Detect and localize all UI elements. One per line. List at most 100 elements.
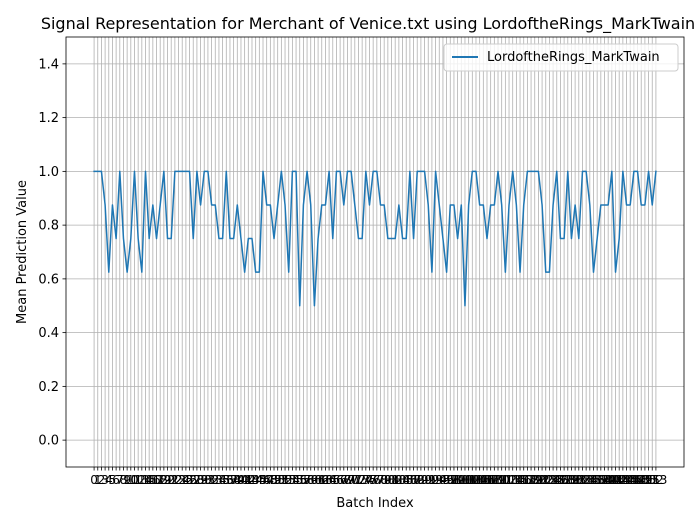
y-axis-label: Mean Prediction Value bbox=[15, 180, 30, 324]
x-tick-label: 16 bbox=[145, 473, 160, 487]
x-tick-label: 44 bbox=[248, 473, 263, 487]
y-tick-label: 0.4 bbox=[38, 326, 59, 341]
x-tick-label: 43 bbox=[244, 473, 259, 487]
x-tick-label: 74 bbox=[358, 473, 373, 487]
x-tick-label: 38 bbox=[226, 473, 241, 487]
x-tick-label: 93 bbox=[428, 473, 443, 487]
x-tick-label: 118 bbox=[516, 473, 539, 487]
x-tick-label: 11 bbox=[127, 473, 142, 487]
x-tick-label: 127 bbox=[549, 473, 572, 487]
legend: LordoftheRings_MarkTwain bbox=[443, 43, 679, 72]
x-tick-label: 25 bbox=[178, 473, 193, 487]
x-tick-label: 41 bbox=[237, 473, 252, 487]
x-tick-label: 7 bbox=[116, 473, 124, 487]
x-tick-label: 132 bbox=[567, 473, 590, 487]
x-tick-label: 66 bbox=[329, 473, 344, 487]
x-tick-label: 75 bbox=[362, 473, 377, 487]
x-tick-label: 87 bbox=[406, 473, 421, 487]
x-tick-label: 131 bbox=[564, 473, 587, 487]
x-tick-label: 129 bbox=[556, 473, 579, 487]
x-gridlines bbox=[93, 37, 657, 467]
x-tick-label: 117 bbox=[512, 473, 535, 487]
x-tick-label: 92 bbox=[424, 473, 439, 487]
x-tick-label: 31 bbox=[200, 473, 215, 487]
x-tick-label: 56 bbox=[292, 473, 307, 487]
x-tick-label: 50 bbox=[270, 473, 285, 487]
x-tick-label: 103 bbox=[461, 473, 484, 487]
x-tick-label: 126 bbox=[545, 473, 568, 487]
x-tick-label: 125 bbox=[542, 473, 565, 487]
chart-title: Signal Representation for Merchant of Ve… bbox=[41, 14, 695, 34]
x-tick-label: 72 bbox=[351, 473, 366, 487]
x-tick-label: 78 bbox=[373, 473, 388, 487]
axes-frame bbox=[65, 36, 685, 468]
x-tick-label: 151 bbox=[637, 473, 660, 487]
x-tick-label: 48 bbox=[263, 473, 278, 487]
x-tick-label: 27 bbox=[186, 473, 201, 487]
x-tick-label: 69 bbox=[340, 473, 355, 487]
y-tick-label: 1.4 bbox=[38, 57, 59, 72]
x-tick-label: 100 bbox=[450, 473, 473, 487]
x-tick-label: 116 bbox=[509, 473, 532, 487]
x-tick-label: 23 bbox=[171, 473, 186, 487]
x-tick-label: 112 bbox=[494, 473, 517, 487]
x-tick-label: 36 bbox=[219, 473, 234, 487]
x-tick-label: 96 bbox=[439, 473, 454, 487]
x-tick-label: 53 bbox=[281, 473, 296, 487]
x-tick-label: 99 bbox=[450, 473, 465, 487]
x-tick-label: 62 bbox=[314, 473, 329, 487]
x-tick-label: 15 bbox=[142, 473, 157, 487]
x-tick-label: 135 bbox=[578, 473, 601, 487]
x-tick-label: 109 bbox=[483, 473, 506, 487]
x-tick-label: 111 bbox=[490, 473, 513, 487]
x-tick-label: 140 bbox=[597, 473, 620, 487]
x-tick-label: 42 bbox=[241, 473, 256, 487]
x-tick-label: 105 bbox=[468, 473, 491, 487]
x-tick-label: 77 bbox=[369, 473, 384, 487]
x-tick-label: 59 bbox=[303, 473, 318, 487]
x-tick-label: 1 bbox=[94, 473, 102, 487]
x-tick-label: 104 bbox=[465, 473, 488, 487]
x-tick-label: 84 bbox=[395, 473, 410, 487]
x-tick-label: 65 bbox=[325, 473, 340, 487]
y-gridlines bbox=[66, 63, 684, 441]
y-tick-label: 0.2 bbox=[38, 380, 59, 395]
x-tick-label: 101 bbox=[454, 473, 477, 487]
x-tick-label: 102 bbox=[457, 473, 480, 487]
x-tick-label: 6 bbox=[112, 473, 120, 487]
x-tick-label: 89 bbox=[413, 473, 428, 487]
x-tick-label: 137 bbox=[586, 473, 609, 487]
x-tick-label: 91 bbox=[421, 473, 436, 487]
x-tick-label: 61 bbox=[310, 473, 325, 487]
x-tick-label: 123 bbox=[534, 473, 557, 487]
x-tick-label: 35 bbox=[215, 473, 230, 487]
x-tick-label: 110 bbox=[487, 473, 510, 487]
x-tick-label: 26 bbox=[182, 473, 197, 487]
x-tick-label: 141 bbox=[600, 473, 623, 487]
x-tick-label: 45 bbox=[252, 473, 267, 487]
x-tick-label: 134 bbox=[575, 473, 598, 487]
x-tick-label: 146 bbox=[619, 473, 642, 487]
x-tick-label: 58 bbox=[299, 473, 314, 487]
series-line bbox=[93, 170, 657, 307]
x-tick-label: 71 bbox=[347, 473, 362, 487]
x-tick-label: 68 bbox=[336, 473, 351, 487]
x-tick-label: 19 bbox=[156, 473, 171, 487]
legend-box bbox=[443, 43, 679, 72]
x-tick-label: 150 bbox=[633, 473, 656, 487]
x-tick-label: 13 bbox=[134, 473, 149, 487]
x-tick-label: 2 bbox=[98, 473, 106, 487]
x-tick-label: 5 bbox=[109, 473, 117, 487]
x-tick-label: 113 bbox=[498, 473, 521, 487]
x-tick-label: 32 bbox=[204, 473, 219, 487]
x-tick-label: 4 bbox=[105, 473, 113, 487]
x-tick-label: 130 bbox=[560, 473, 583, 487]
x-tick-label: 145 bbox=[615, 473, 638, 487]
x-tick-label: 29 bbox=[193, 473, 208, 487]
x-tick-label: 46 bbox=[255, 473, 270, 487]
x-tick-label: 79 bbox=[377, 473, 392, 487]
y-tick-label: 1.0 bbox=[38, 165, 59, 180]
x-tick-label: 37 bbox=[222, 473, 237, 487]
plot-area bbox=[66, 37, 684, 467]
